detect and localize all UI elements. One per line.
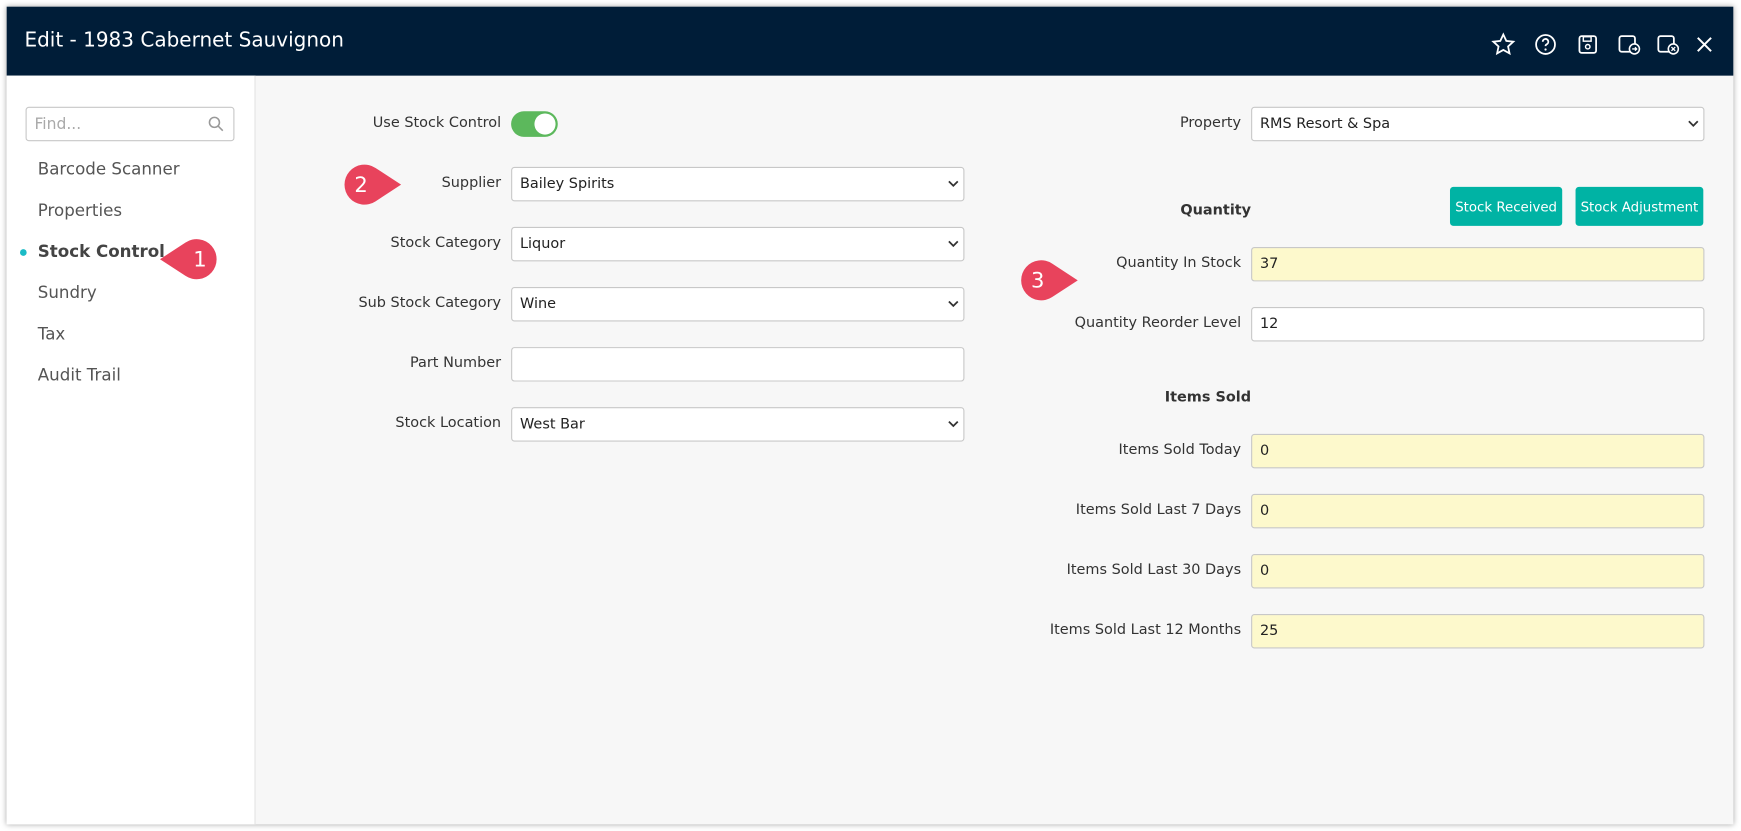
field-value: 12	[1259, 315, 1279, 333]
field-value: Liquor	[519, 235, 566, 253]
search-placeholder: Find...	[34, 115, 82, 133]
callout-shape	[159, 239, 217, 280]
dropdown-chevron	[948, 420, 959, 428]
field-label: Sub Stock Category	[358, 294, 502, 312]
field-value: Bailey Spirits	[519, 175, 615, 193]
field-value: Wine	[519, 295, 557, 313]
field-label: Property	[1179, 114, 1242, 132]
callout-number: 2	[354, 172, 367, 197]
dropdown[interactable]: Wine	[511, 286, 965, 322]
dropdown-chevron	[948, 180, 959, 188]
field-label: Stock Category	[390, 234, 502, 252]
close-icon[interactable]	[1692, 32, 1716, 56]
dropdown-chevron	[948, 240, 959, 248]
menu-item[interactable]: Tax	[37, 323, 66, 344]
save-new-icon[interactable]	[1617, 32, 1641, 56]
active-dot	[19, 249, 27, 256]
callout-number: 3	[1031, 267, 1044, 292]
input-field[interactable]: 0	[1251, 553, 1705, 589]
field-label: Use Stock Control	[372, 114, 502, 132]
section-heading: Quantity	[1180, 202, 1252, 220]
window-title: Edit - 1983 Cabernet Sauvignon	[24, 28, 344, 53]
field-label: Part Number	[409, 354, 502, 372]
field-value: RMS Resort & Spa	[1259, 115, 1391, 133]
field-label: Supplier	[441, 174, 502, 192]
toggle-knob[interactable]	[534, 113, 556, 135]
dropdown[interactable]: Bailey Spirits	[511, 166, 965, 202]
menu-item[interactable]: Properties	[37, 200, 123, 221]
header	[6, 6, 1734, 76]
dropdown[interactable]: West Bar	[511, 407, 965, 442]
field-label: Quantity Reorder Level	[1074, 314, 1242, 332]
field-label: Items Sold Last 30 Days	[1066, 561, 1242, 579]
field-label: Items Sold Today	[1118, 441, 1242, 459]
callout-shape	[1021, 260, 1078, 301]
field-value: West Bar	[519, 416, 585, 433]
section-heading: Items Sold	[1164, 389, 1252, 407]
action-button[interactable]: Stock Received	[1449, 186, 1563, 226]
dropdown[interactable]: RMS Resort & Spa	[1251, 106, 1705, 142]
input-field[interactable]: 25	[1251, 614, 1705, 649]
save-close-icon[interactable]	[1656, 32, 1680, 56]
menu-item[interactable]: Sundry	[37, 282, 97, 303]
dropdown-chevron	[948, 300, 959, 308]
action-button[interactable]: Stock Adjustment	[1575, 186, 1704, 226]
callout: 3	[1021, 260, 1078, 301]
dropdown-chevron	[1688, 120, 1699, 127]
menu-item[interactable]: Audit Trail	[37, 364, 121, 385]
input-field[interactable]	[511, 347, 965, 382]
callout: 1	[159, 239, 217, 280]
dropdown[interactable]: Liquor	[511, 226, 965, 262]
field-value: 37	[1259, 255, 1279, 273]
input-field[interactable]: 37	[1251, 246, 1705, 282]
field-label: Quantity In Stock	[1116, 254, 1242, 272]
menu-item[interactable]: Barcode Scanner	[37, 159, 180, 180]
save-icon[interactable]	[1576, 32, 1600, 56]
menu-item[interactable]: Stock Control	[37, 241, 165, 262]
field-value: 0	[1259, 502, 1270, 520]
callout-number: 1	[193, 246, 206, 271]
field-value: 0	[1259, 562, 1270, 580]
search-icon	[208, 116, 224, 132]
callout-shape	[344, 164, 402, 205]
field-label: Stock Location	[395, 414, 502, 432]
help-icon[interactable]	[1533, 32, 1557, 56]
search-box[interactable]: Find...	[25, 106, 235, 142]
sidebar	[6, 75, 256, 825]
field-value: 25	[1259, 622, 1279, 640]
callout: 2	[344, 164, 402, 205]
input-field[interactable]: 0	[1251, 433, 1705, 469]
favourite-icon[interactable]	[1491, 32, 1516, 56]
input-field[interactable]: 0	[1251, 493, 1705, 529]
field-value: 0	[1259, 442, 1270, 460]
field-label: Items Sold Last 7 Days	[1075, 501, 1242, 519]
field-label: Items Sold Last 12 Months	[1049, 621, 1242, 639]
input-field[interactable]: 12	[1251, 307, 1705, 342]
